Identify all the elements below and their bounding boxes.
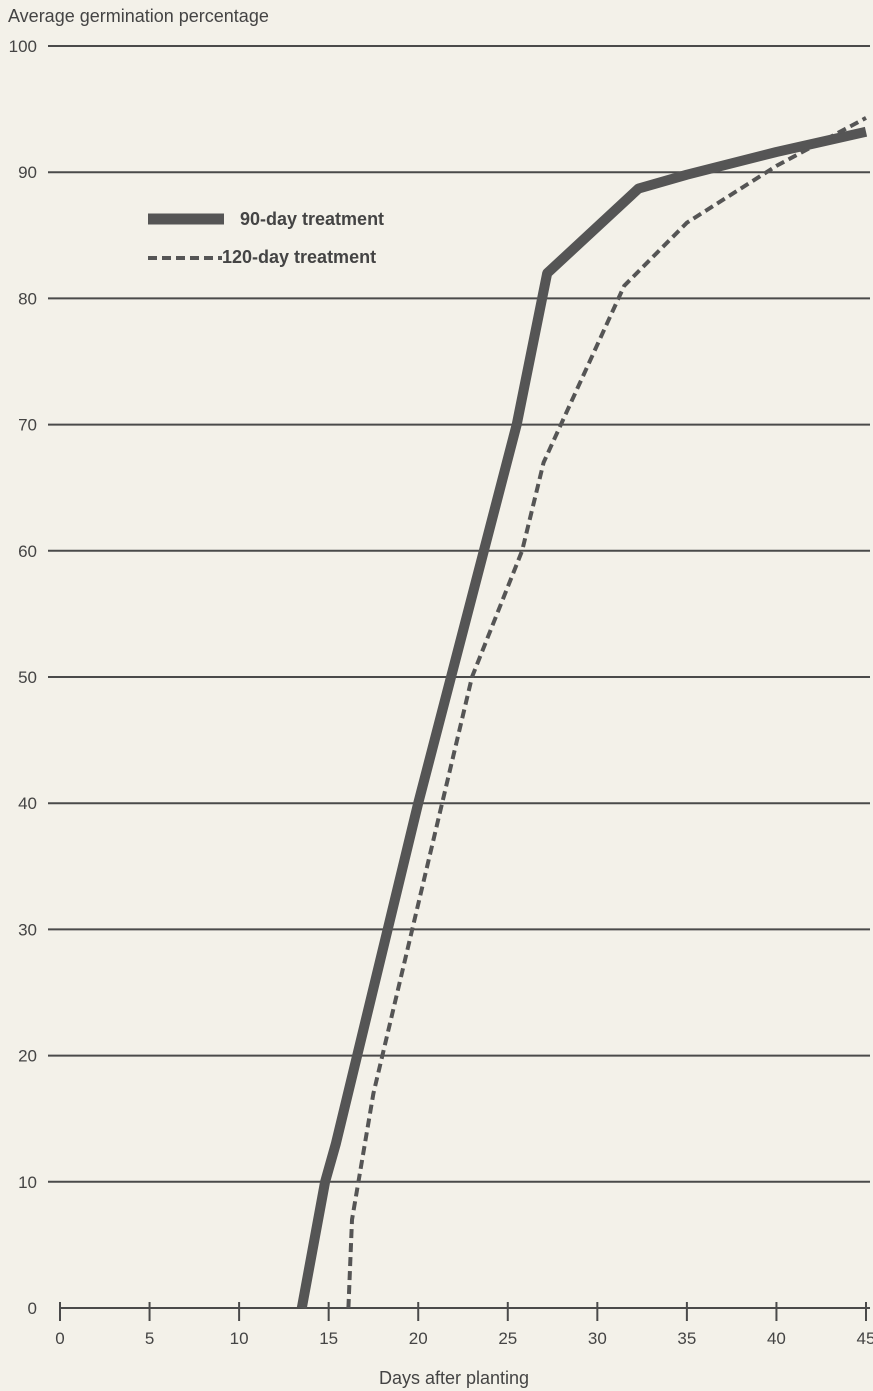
y-tick-label-100: 100 [9,37,37,56]
series-line-120-day [346,116,867,1309]
series-lines [296,116,868,1309]
x-tick-label-25: 25 [498,1329,517,1348]
y-tick-label-20: 20 [18,1047,37,1066]
x-tick-label-45: 45 [857,1329,873,1348]
y-axis-title: Average germination percentage [8,6,269,26]
y-tick-label-0: 0 [28,1299,37,1318]
x-tick-label-20: 20 [409,1329,428,1348]
y-tick-label-90: 90 [18,163,37,182]
x-tick-label-10: 10 [230,1329,249,1348]
y-tick-labels: 0 10 20 30 40 50 60 70 80 90 100 [9,37,37,1318]
gridlines [48,45,870,1183]
y-tick-label-80: 80 [18,289,37,308]
x-tick-label-30: 30 [588,1329,607,1348]
x-tick-label-0: 0 [55,1329,64,1348]
legend-label-90-day: 90-day treatment [240,209,384,229]
x-tick-label-5: 5 [145,1329,154,1348]
y-tick-label-30: 30 [18,920,37,939]
x-tick-label-15: 15 [319,1329,338,1348]
y-tick-label-70: 70 [18,416,37,435]
legend: 90-day treatment 120-day treatment [148,209,384,267]
y-tick-label-60: 60 [18,542,37,561]
legend-label-120-day: 120-day treatment [222,247,376,267]
y-tick-label-10: 10 [18,1173,37,1192]
y-tick-label-50: 50 [18,668,37,687]
x-axis: 0 5 10 15 20 25 30 35 40 45 [55,1302,873,1348]
y-tick-label-40: 40 [18,794,37,813]
x-tick-label-40: 40 [767,1329,786,1348]
x-axis-title: Days after planting [379,1368,529,1388]
x-tick-label-35: 35 [677,1329,696,1348]
series-line-90-day [296,126,868,1309]
